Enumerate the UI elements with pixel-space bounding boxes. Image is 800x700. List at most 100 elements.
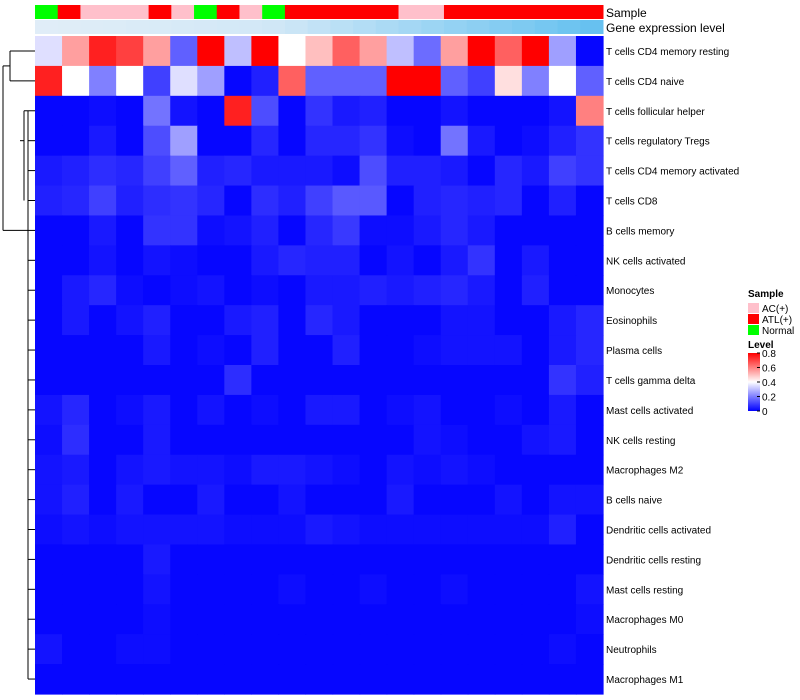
row-label: T cells regulatory Tregs: [606, 137, 710, 148]
heatmap-cell: [170, 36, 198, 67]
heatmap-cell: [494, 245, 523, 276]
heatmap-cell: [467, 65, 496, 97]
heatmap-cell: [359, 36, 388, 67]
sample-annotation-cell: [284, 5, 309, 19]
heatmap-cell: [494, 185, 523, 217]
sample-annotation-cell: [443, 5, 468, 19]
heatmap-cell: [143, 215, 171, 246]
heatmap-cell: [548, 574, 577, 605]
heatmap-cell: [35, 634, 63, 665]
heatmap-cell: [278, 335, 307, 366]
expression-annotation-cell: [148, 20, 172, 34]
heatmap-cell: [35, 185, 63, 217]
row-label: Mast cells resting: [606, 585, 683, 596]
heatmap-cell: [386, 65, 415, 97]
heatmap-cell: [170, 365, 198, 396]
heatmap-cell: [467, 574, 496, 605]
heatmap-cell: [575, 65, 604, 97]
heatmap-cell: [143, 245, 171, 276]
sample-annotation-cell: [171, 5, 195, 19]
heatmap-cell: [35, 365, 63, 396]
heatmap-cell: [386, 365, 415, 396]
sample-annotation-cell: [57, 5, 81, 19]
heatmap-cell: [575, 185, 604, 217]
heatmap-cell: [386, 125, 415, 157]
heatmap-cell: [251, 335, 280, 366]
heatmap-cell: [116, 215, 144, 246]
heatmap-cell: [224, 484, 252, 516]
heatmap-cell: [116, 424, 144, 456]
heatmap-cell: [89, 95, 117, 127]
row-label: NK cells activated: [606, 256, 685, 267]
heatmap-cell: [278, 185, 307, 217]
heatmap-cell: [386, 394, 415, 426]
heatmap-cell: [494, 424, 523, 456]
heatmap-cell: [116, 514, 144, 546]
heatmap-cell: [413, 275, 442, 306]
heatmap-cell: [170, 185, 198, 217]
expression-annotation-cell: [262, 20, 286, 34]
heatmap-cell: [251, 155, 280, 187]
heatmap-cell: [575, 36, 604, 67]
heatmap-cell: [278, 245, 307, 276]
heatmap-cell: [467, 544, 496, 575]
row-label: Eosinophils: [606, 316, 657, 327]
heatmap-cell: [548, 484, 577, 516]
heatmap-cell: [170, 65, 198, 97]
heatmap-cell: [440, 544, 469, 575]
heatmap-cell: [440, 365, 469, 396]
heatmap-cell: [575, 604, 604, 635]
heatmap-cell: [143, 454, 171, 486]
heatmap-cell: [386, 215, 415, 246]
heatmap-cell: [548, 514, 577, 546]
heatmap-cell: [62, 664, 90, 695]
heatmap-cell: [197, 185, 225, 217]
heatmap-cell: [89, 365, 117, 396]
heatmap-cell: [89, 664, 117, 695]
heatmap-cell: [197, 634, 225, 665]
heatmap-cell: [548, 155, 577, 187]
heatmap-cell: [35, 574, 63, 605]
heatmap-cell: [143, 484, 171, 516]
heatmap-cell: [521, 544, 550, 575]
heatmap-cell: [278, 365, 307, 396]
heatmap-cell: [170, 394, 198, 426]
heatmap-cell: [143, 424, 171, 456]
heatmap-cell: [89, 275, 117, 306]
heatmap-cell: [116, 574, 144, 605]
heatmap-cell: [332, 155, 361, 187]
heatmap-cell: [467, 604, 496, 635]
heatmap-cell: [575, 454, 604, 486]
heatmap-cell: [62, 514, 90, 546]
expression-annotation-cell: [466, 20, 490, 34]
heatmap-cell: [35, 394, 63, 426]
heatmap-cell: [170, 484, 198, 516]
heatmap-cell: [494, 664, 523, 695]
heatmap-cell: [359, 305, 388, 336]
expression-annotation-cell: [171, 20, 195, 34]
row-label: B cells memory: [606, 226, 674, 237]
heatmap-cell: [251, 574, 280, 605]
heatmap-cell: [575, 574, 604, 605]
heatmap-cell: [224, 664, 252, 695]
heatmap-cell: [143, 394, 171, 426]
heatmap-cell: [548, 245, 577, 276]
heatmap-cell: [35, 305, 63, 336]
heatmap-cell: [521, 335, 550, 366]
heatmap-cell: [89, 484, 117, 516]
heatmap-cell: [143, 365, 171, 396]
sample-annotation-cell: [125, 5, 150, 19]
heatmap-cell: [440, 514, 469, 546]
heatmap-cell: [278, 125, 307, 157]
heatmap-cell: [224, 394, 252, 426]
sample-annotation-cell: [80, 5, 104, 19]
heatmap-cell: [170, 125, 198, 157]
sample-annotation-cell: [421, 5, 445, 19]
heatmap-cell: [575, 634, 604, 665]
heatmap-cell: [413, 95, 442, 127]
heatmap-cell: [278, 36, 307, 67]
heatmap-cell: [224, 544, 252, 575]
heatmap-cell: [305, 36, 334, 67]
heatmap-cell: [467, 514, 496, 546]
heatmap-cell: [521, 65, 550, 97]
